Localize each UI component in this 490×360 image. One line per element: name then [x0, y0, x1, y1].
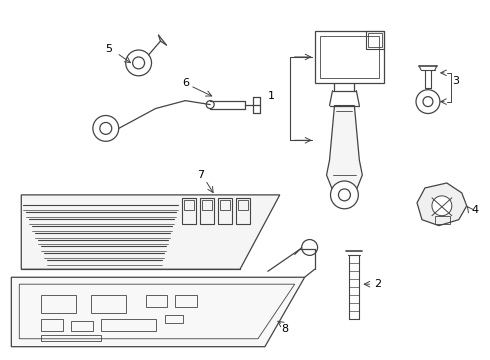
Bar — [146, 295, 168, 307]
Bar — [200, 198, 214, 224]
Bar — [220, 200, 230, 210]
Bar — [368, 33, 382, 47]
Bar — [182, 198, 196, 224]
Bar — [184, 200, 195, 210]
Bar — [435, 216, 450, 224]
Bar — [166, 315, 183, 323]
Text: 4: 4 — [472, 205, 479, 215]
Bar — [101, 319, 155, 331]
Bar — [71, 321, 93, 331]
Polygon shape — [11, 277, 305, 347]
Circle shape — [206, 100, 214, 109]
Circle shape — [339, 189, 350, 201]
Polygon shape — [21, 195, 280, 269]
Text: 5: 5 — [105, 44, 112, 54]
Bar — [175, 295, 197, 307]
Circle shape — [432, 196, 452, 216]
Bar — [202, 200, 212, 210]
Text: 7: 7 — [196, 170, 204, 180]
Text: 3: 3 — [452, 76, 459, 86]
Circle shape — [133, 57, 145, 69]
Polygon shape — [326, 105, 362, 190]
Bar — [238, 200, 248, 210]
Bar — [41, 295, 76, 313]
Circle shape — [331, 181, 358, 209]
Bar — [315, 31, 384, 83]
Polygon shape — [417, 183, 467, 226]
Text: 1: 1 — [268, 91, 275, 101]
Circle shape — [416, 90, 440, 113]
Bar — [41, 319, 63, 331]
Text: 6: 6 — [182, 78, 189, 88]
Circle shape — [423, 96, 433, 107]
Text: 2: 2 — [374, 279, 381, 289]
Bar — [367, 31, 384, 49]
Circle shape — [302, 239, 318, 255]
Circle shape — [100, 122, 112, 134]
Circle shape — [93, 116, 119, 141]
Bar — [218, 198, 232, 224]
Text: 8: 8 — [281, 324, 288, 334]
Bar — [91, 295, 125, 313]
Bar — [41, 335, 101, 341]
Bar — [319, 36, 379, 78]
Circle shape — [125, 50, 151, 76]
Bar — [236, 198, 250, 224]
